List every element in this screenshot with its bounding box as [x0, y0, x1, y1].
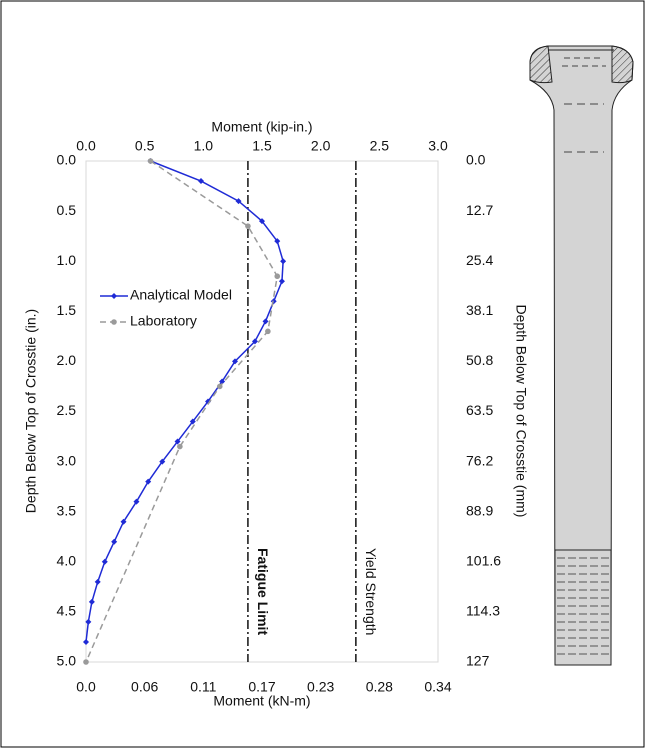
- marker: [174, 438, 181, 445]
- marker: [232, 358, 239, 365]
- marker: [111, 538, 118, 545]
- y2-tick-label: 114.3: [466, 603, 500, 619]
- y2-tick-label: 101.6: [466, 553, 501, 569]
- x-tick-label: 2.5: [370, 138, 390, 154]
- y-tick-label: 1.5: [57, 302, 77, 318]
- marker: [216, 383, 223, 390]
- marker: [120, 518, 127, 525]
- y-tick-label: 0.5: [57, 202, 77, 218]
- marker: [101, 558, 108, 565]
- reference-label: Fatigue Limit: [255, 548, 271, 635]
- spike-illustration: [529, 45, 634, 666]
- marker: [83, 638, 89, 645]
- x-tick-label: 3.0: [428, 138, 448, 154]
- marker: [197, 178, 204, 185]
- x-axis-title: Moment (kip-in.): [211, 119, 312, 135]
- marker: [280, 258, 287, 265]
- x2-tick-label: 0.28: [366, 679, 393, 695]
- reference-label: Yield Strength: [363, 548, 379, 635]
- x2-tick-label: 0.11: [190, 679, 216, 695]
- legend-label: Laboratory: [130, 313, 197, 329]
- x-tick-label: 0.5: [135, 138, 155, 154]
- y2-axis-title: Depth Below Top of Crosstie (mm): [513, 305, 529, 518]
- y-tick-label: 2.5: [57, 402, 77, 418]
- y-tick-label: 4.5: [57, 603, 77, 619]
- legend-label: Analytical Model: [130, 287, 232, 303]
- marker: [189, 418, 196, 425]
- y2-tick-label: 127: [466, 653, 490, 669]
- marker: [274, 273, 281, 280]
- marker: [147, 158, 154, 164]
- marker: [133, 498, 140, 505]
- y-tick-label: 2.0: [57, 352, 77, 368]
- marker: [83, 659, 89, 665]
- marker: [88, 598, 95, 605]
- marker: [159, 458, 166, 465]
- marker: [262, 318, 269, 325]
- y-axis-title: Depth Below Top of Crosstie (in.): [23, 309, 39, 513]
- x2-tick-label: 0.0: [76, 679, 96, 695]
- y2-tick-label: 0.0: [466, 152, 486, 168]
- x2-tick-label: 0.23: [307, 679, 334, 695]
- x-tick-label: 1.0: [194, 138, 214, 154]
- y2-tick-label: 38.1: [466, 302, 493, 318]
- marker: [145, 478, 152, 485]
- x2-tick-label: 0.17: [248, 679, 275, 695]
- marker: [235, 198, 242, 205]
- y-tick-label: 1.0: [57, 252, 77, 268]
- marker: [219, 378, 226, 385]
- marker: [245, 223, 251, 229]
- plot-area: [85, 160, 439, 663]
- y-tick-label: 4.0: [57, 553, 77, 569]
- y2-tick-label: 25.4: [466, 252, 493, 268]
- marker: [265, 328, 271, 335]
- x2-tick-label: 0.34: [424, 679, 451, 695]
- x2-axis-title: Moment (kN-m): [213, 693, 310, 709]
- y2-tick-label: 88.9: [466, 502, 493, 518]
- y2-tick-label: 76.2: [466, 452, 493, 468]
- marker: [259, 218, 265, 225]
- y2-tick-label: 63.5: [466, 402, 493, 418]
- marker: [177, 443, 183, 450]
- y2-tick-label: 12.7: [466, 202, 493, 218]
- y-tick-label: 3.0: [57, 452, 77, 468]
- y-tick-label: 5.0: [57, 653, 77, 669]
- y-tick-label: 3.5: [57, 502, 77, 518]
- marker: [251, 338, 258, 345]
- x-tick-label: 0.0: [76, 138, 96, 154]
- marker: [111, 293, 117, 299]
- x-tick-label: 1.5: [252, 138, 272, 154]
- x2-tick-label: 0.06: [131, 679, 158, 695]
- marker: [274, 238, 281, 245]
- marker: [278, 278, 285, 285]
- y-tick-label: 0.0: [57, 152, 77, 168]
- marker: [111, 319, 117, 325]
- marker: [94, 578, 101, 585]
- y2-tick-label: 50.8: [466, 352, 493, 368]
- x-tick-label: 2.0: [311, 138, 331, 154]
- marker: [85, 618, 92, 625]
